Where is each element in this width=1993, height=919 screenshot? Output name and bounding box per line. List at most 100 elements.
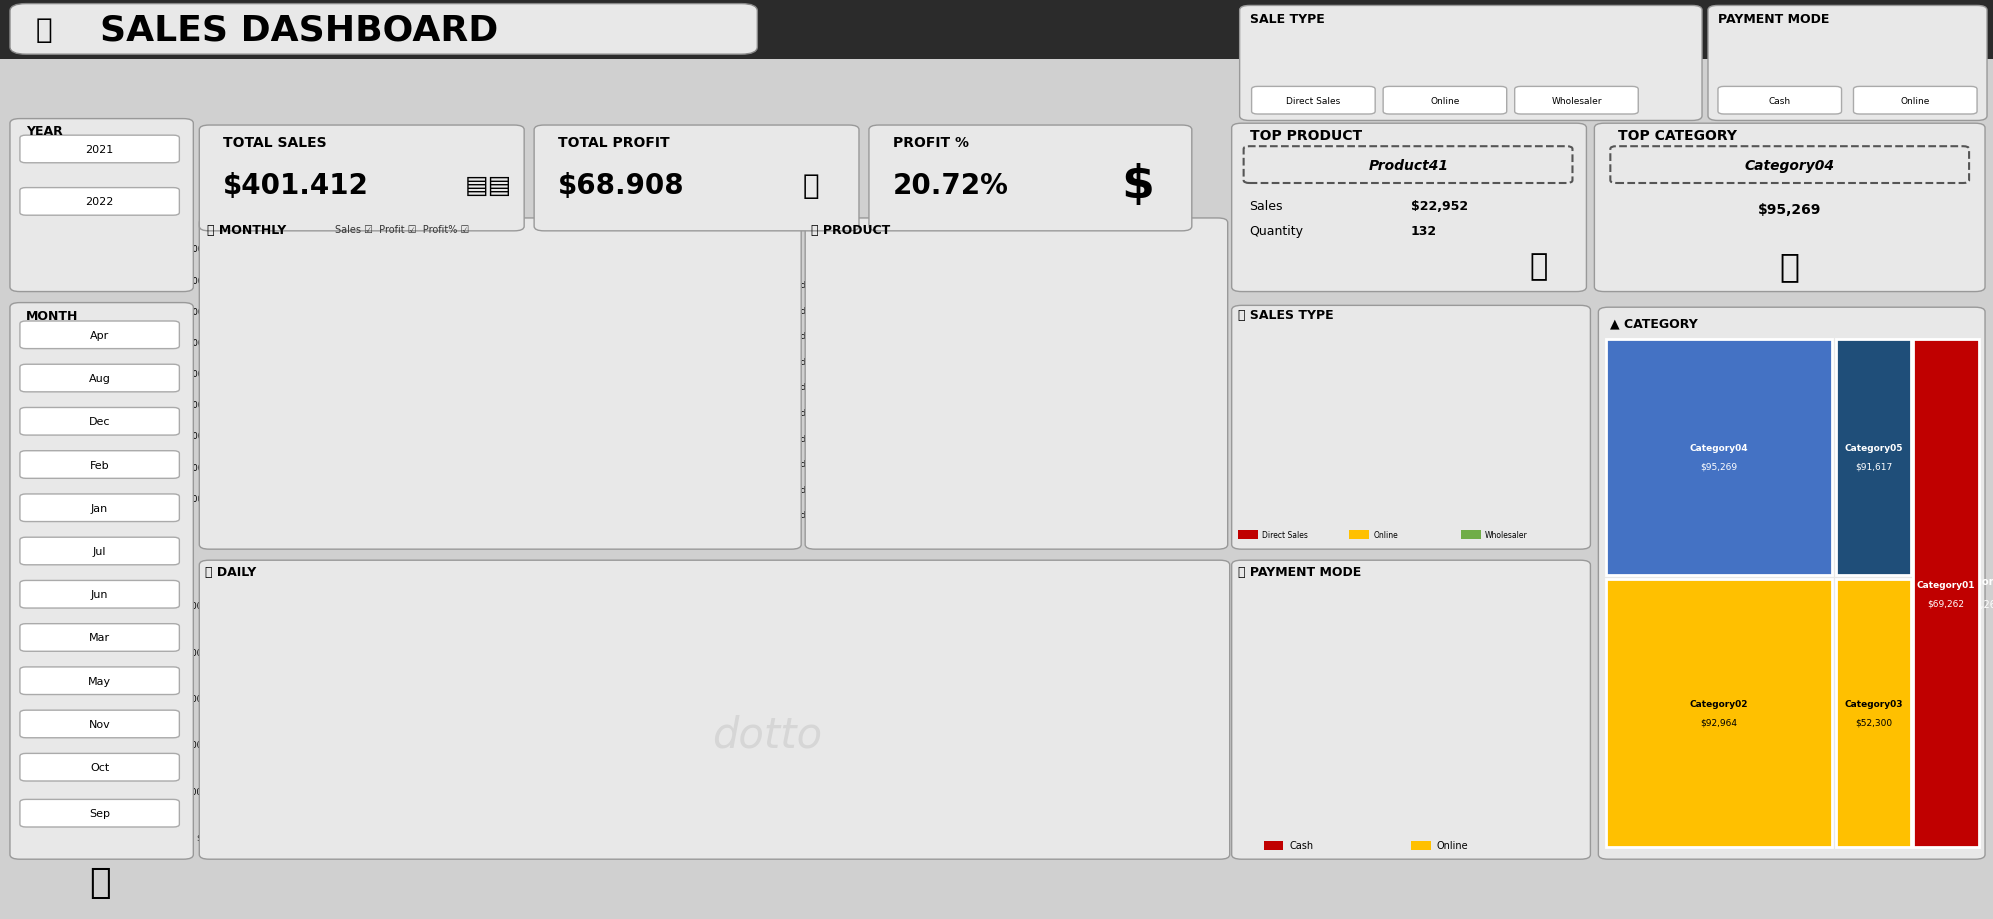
Text: PROFIT %: PROFIT %	[893, 135, 969, 150]
Text: $15,717: $15,717	[1108, 382, 1148, 391]
Text: 🪙 PAYMENT MODE: 🪙 PAYMENT MODE	[1238, 565, 1361, 578]
Text: ▤▤: ▤▤	[464, 174, 512, 198]
Text: Direct Sales: Direct Sales	[1262, 530, 1307, 539]
Text: Quantity: Quantity	[1250, 225, 1303, 238]
Wedge shape	[1409, 639, 1503, 823]
Text: $20,482.78: $20,482.78	[755, 625, 839, 646]
Bar	[367, 373, 395, 528]
Wedge shape	[1319, 340, 1421, 519]
Text: Feb: Feb	[90, 460, 110, 470]
Text: Dec: Dec	[90, 417, 110, 426]
Text: TOP CATEGORY: TOP CATEGORY	[1618, 129, 1738, 143]
Bar	[837, 327, 947, 344]
Text: Category02: Category02	[1684, 697, 1748, 707]
Bar	[837, 455, 1016, 471]
Bar	[510, 291, 538, 528]
Bar	[749, 291, 777, 528]
Bar	[837, 353, 941, 369]
Text: Category03: Category03	[1871, 616, 1935, 626]
Bar	[558, 496, 586, 528]
Bar	[462, 311, 490, 528]
Text: Aug: Aug	[90, 374, 110, 383]
Text: Wholesaler: Wholesaler	[1485, 530, 1527, 539]
Text: ⬜ SALES TYPE: ⬜ SALES TYPE	[1238, 309, 1333, 322]
Text: 2021: 2021	[86, 145, 114, 154]
Text: Category02: Category02	[1690, 699, 1748, 709]
Text: Sep: Sep	[90, 809, 110, 818]
Text: $69,262: $69,262	[1961, 599, 1993, 608]
Text: Wholesaler: Wholesaler	[1551, 96, 1602, 106]
Bar	[837, 276, 1002, 292]
Text: May: May	[88, 676, 112, 686]
Bar	[558, 329, 586, 528]
Text: Sales ☑  Profit ☑  Profit% ☑: Sales ☑ Profit ☑ Profit% ☑	[335, 225, 468, 234]
Bar	[271, 510, 299, 528]
Bar	[510, 491, 538, 528]
Text: SALES DASHBOARD: SALES DASHBOARD	[100, 14, 498, 47]
Text: $9,765: $9,765	[1006, 280, 1040, 289]
Bar	[702, 298, 729, 528]
Text: TOTAL PROFIT: TOTAL PROFIT	[558, 135, 670, 150]
Text: $10,503: $10,503	[1018, 459, 1058, 468]
Text: 🏆: 🏆	[1529, 252, 1549, 281]
Text: Jan: Jan	[92, 504, 108, 513]
Text: Jun: Jun	[92, 590, 108, 599]
Text: $68.908: $68.908	[558, 172, 686, 199]
Bar	[837, 403, 915, 420]
Text: 132: 132	[1411, 225, 1437, 238]
Text: 50%: 50%	[1339, 721, 1379, 740]
Text: YEAR: YEAR	[26, 125, 62, 138]
Text: Direct Sales: Direct Sales	[1285, 96, 1341, 106]
Text: PAYMENT MODE: PAYMENT MODE	[1718, 13, 1830, 26]
Text: 20.72%: 20.72%	[893, 172, 1008, 199]
Text: $: $	[1122, 164, 1154, 208]
Text: Category04: Category04	[1690, 444, 1748, 453]
Text: $92,964: $92,964	[1700, 718, 1738, 727]
Text: Online: Online	[1373, 530, 1397, 539]
Text: $6,056: $6,056	[943, 357, 977, 366]
Text: SALE TYPE: SALE TYPE	[1250, 13, 1325, 26]
Text: ⬜ MONTHLY: ⬜ MONTHLY	[207, 223, 287, 236]
Text: $52,300: $52,300	[1855, 718, 1891, 727]
Text: 52%: 52%	[1339, 426, 1369, 439]
Bar	[415, 342, 442, 528]
Text: Online: Online	[1437, 841, 1469, 850]
Text: Mar: Mar	[90, 633, 110, 642]
Bar	[837, 301, 1066, 318]
Text: MONTH: MONTH	[26, 310, 78, 323]
Bar	[223, 504, 251, 528]
Bar	[606, 304, 634, 528]
Text: ⬛: ⬛	[36, 17, 52, 44]
Text: 🎖: 🎖	[1780, 250, 1800, 283]
Bar	[837, 481, 847, 497]
Text: $2,291: $2,291	[879, 433, 913, 442]
Text: Oct: Oct	[90, 763, 110, 772]
Text: Product41: Product41	[1369, 158, 1449, 173]
Text: $69,262: $69,262	[1927, 598, 1965, 607]
Text: $4,532: $4,532	[917, 408, 951, 416]
Text: $95,269: $95,269	[1700, 462, 1738, 471]
Text: $3,459.24: $3,459.24	[692, 804, 769, 824]
Text: $22,952: $22,952	[1411, 200, 1469, 213]
Text: 16.53%: 16.53%	[508, 481, 540, 489]
Bar	[837, 379, 1104, 395]
Wedge shape	[1411, 377, 1501, 518]
Text: $92,964: $92,964	[1696, 719, 1736, 729]
Bar	[223, 354, 251, 528]
Text: $16,428: $16,428	[1120, 510, 1160, 518]
Text: $91,617: $91,617	[1855, 462, 1891, 471]
Bar	[702, 492, 729, 528]
Text: Category04: Category04	[1684, 441, 1748, 450]
Text: Apr: Apr	[90, 331, 110, 340]
Text: Cash: Cash	[1289, 841, 1313, 850]
Text: Category03: Category03	[1844, 699, 1903, 709]
Text: Cash: Cash	[1768, 96, 1792, 106]
Bar	[271, 391, 299, 528]
Text: 🛒: 🛒	[90, 866, 110, 899]
Text: $91,617: $91,617	[1883, 463, 1923, 472]
Text: Category01: Category01	[1951, 577, 1993, 586]
Text: ⬜ PRODUCT: ⬜ PRODUCT	[811, 223, 891, 236]
Text: dotto: dotto	[712, 714, 823, 756]
Wedge shape	[1317, 639, 1409, 823]
Text: 2022: 2022	[86, 198, 114, 207]
